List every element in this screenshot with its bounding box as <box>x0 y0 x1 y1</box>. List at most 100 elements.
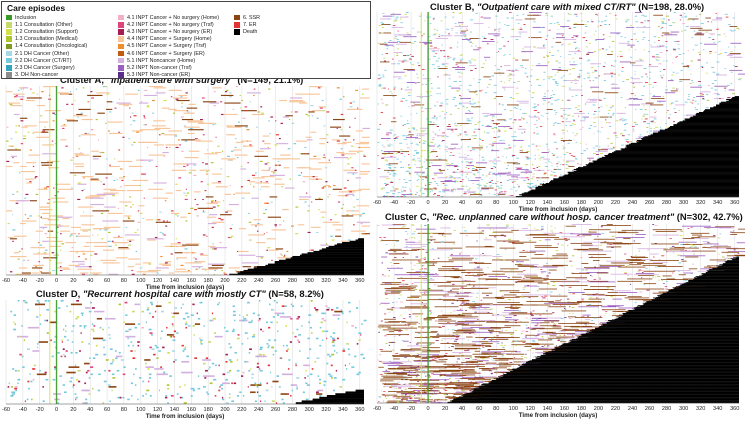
episode-mark <box>229 228 233 230</box>
episode-mark <box>495 296 520 298</box>
episode-mark <box>181 244 199 246</box>
death-mark <box>581 335 739 337</box>
cluster-b-title: Cluster B, "Outpatient care with mixed C… <box>430 1 704 12</box>
episode-mark <box>137 210 140 212</box>
episode-mark <box>413 154 415 156</box>
episode-mark <box>469 138 471 139</box>
episode-mark <box>498 22 501 24</box>
episode-mark <box>429 23 432 25</box>
episode-mark <box>460 146 463 148</box>
episode-mark <box>327 196 330 198</box>
death-mark <box>578 337 739 339</box>
episode-mark <box>454 348 478 350</box>
episode-mark <box>416 112 418 114</box>
death-mark <box>582 333 739 335</box>
death-mark <box>721 264 739 266</box>
episode-mark <box>638 269 642 271</box>
episode-mark <box>596 297 598 299</box>
episode-mark <box>463 226 465 228</box>
episode-mark <box>481 343 493 344</box>
death-mark <box>641 138 739 140</box>
episode-mark <box>436 355 461 357</box>
episode-mark <box>128 165 143 168</box>
episode-mark <box>165 192 173 194</box>
episode-mark <box>650 133 654 135</box>
episode-mark <box>461 39 471 40</box>
episode-mark <box>451 257 474 259</box>
episode-mark <box>340 148 343 150</box>
episode-mark <box>359 173 368 175</box>
episode-mark <box>131 130 143 132</box>
episode-mark <box>632 86 636 88</box>
episode-mark <box>244 106 248 108</box>
episode-mark <box>414 83 417 84</box>
episode-mark <box>453 67 466 68</box>
episode-mark <box>499 175 501 177</box>
episode-mark <box>592 122 596 124</box>
episode-mark <box>500 66 502 68</box>
episode-mark <box>250 183 252 185</box>
episode-mark <box>547 345 550 347</box>
episode-mark <box>510 308 519 309</box>
episode-mark <box>400 167 403 168</box>
episode-mark <box>541 299 543 301</box>
episode-mark <box>610 83 618 85</box>
episode-mark <box>612 105 614 107</box>
episode-mark <box>68 264 80 266</box>
episode-mark <box>395 188 399 190</box>
episode-mark <box>491 145 494 147</box>
episode-mark <box>532 107 536 109</box>
legend-label: 4.1 INPT Cancer + No surgery (Home) <box>127 14 220 21</box>
episode-mark <box>546 54 549 56</box>
death-mark <box>265 264 364 267</box>
episode-mark <box>454 105 457 107</box>
legend-swatch <box>6 43 12 50</box>
episode-mark <box>675 100 678 102</box>
episode-mark <box>565 225 576 227</box>
episode-mark <box>133 141 136 143</box>
episode-mark <box>539 314 542 316</box>
episode-mark <box>155 267 169 269</box>
episode-mark <box>525 343 539 344</box>
episode-mark <box>394 336 396 337</box>
death-mark <box>667 127 739 129</box>
death-mark <box>622 312 739 314</box>
episode-mark <box>397 63 400 65</box>
episode-mark <box>429 95 433 96</box>
episode-mark <box>522 264 539 266</box>
episode-mark <box>457 168 459 170</box>
episode-mark <box>731 30 734 32</box>
episode-mark <box>392 356 422 357</box>
death-mark <box>607 154 739 156</box>
episode-mark <box>257 111 261 113</box>
episode-mark <box>538 166 541 168</box>
episode-mark <box>543 302 573 304</box>
episode-mark <box>65 145 68 147</box>
episode-mark <box>606 287 610 289</box>
episode-mark <box>393 135 395 137</box>
episode-mark <box>486 43 490 45</box>
episode-mark <box>442 325 445 327</box>
episode-mark <box>81 224 95 226</box>
episode-mark <box>660 27 663 29</box>
episode-mark <box>101 193 116 195</box>
episode-mark <box>459 353 461 355</box>
episode-mark <box>92 210 110 212</box>
episode-mark <box>400 189 402 191</box>
episode-mark <box>528 240 532 241</box>
episode-mark <box>42 240 50 242</box>
episode-mark <box>467 357 470 359</box>
episode-mark <box>666 278 675 280</box>
x-tick-label: 180 <box>203 278 212 284</box>
episode-mark <box>377 154 379 156</box>
episode-mark <box>433 47 437 49</box>
episode-mark <box>555 113 557 115</box>
death-mark <box>593 161 739 163</box>
episode-mark <box>425 83 428 85</box>
cluster-a-title-tail: (N=149, 21.1%) <box>234 74 304 85</box>
episode-mark <box>415 228 436 230</box>
legend-item: 4.1 INPT Cancer + No surgery (Home) <box>118 14 230 21</box>
episode-mark <box>211 182 222 184</box>
episode-mark <box>414 324 417 325</box>
episode-mark <box>505 168 508 169</box>
